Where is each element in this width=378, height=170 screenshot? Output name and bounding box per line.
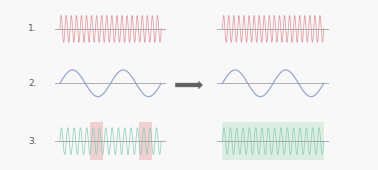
Bar (90, 122, 104, 160)
Text: 2.: 2. (28, 79, 36, 88)
Text: 1.: 1. (28, 24, 36, 33)
Text: 3.: 3. (28, 137, 36, 146)
Bar (139, 122, 152, 160)
